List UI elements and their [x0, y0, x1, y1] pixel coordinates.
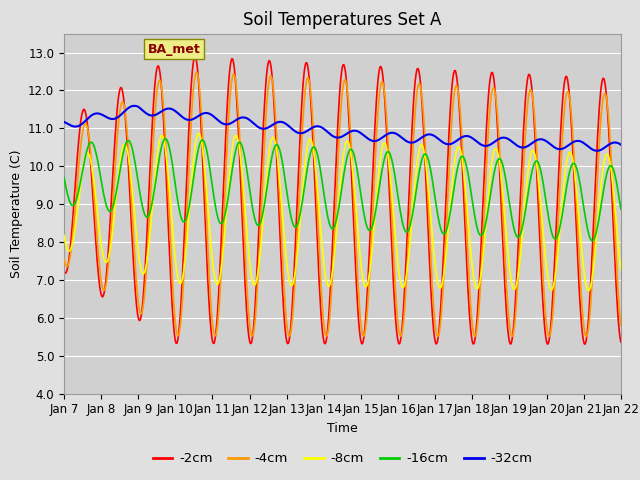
-32cm — [389, 130, 397, 136]
-2cm — [207, 326, 215, 332]
-32cm — [60, 119, 68, 125]
-32cm — [593, 148, 601, 154]
-32cm — [183, 117, 191, 122]
-2cm — [389, 265, 397, 271]
-32cm — [207, 112, 215, 118]
-4cm — [582, 334, 590, 339]
-8cm — [182, 245, 190, 251]
-4cm — [60, 256, 68, 262]
-8cm — [444, 235, 451, 240]
-16cm — [183, 214, 191, 219]
Line: -4cm: -4cm — [64, 72, 621, 336]
-16cm — [617, 206, 625, 212]
-2cm — [60, 268, 68, 274]
-8cm — [617, 267, 625, 273]
-2cm — [580, 341, 588, 347]
-16cm — [588, 238, 596, 243]
-8cm — [566, 150, 574, 156]
-32cm — [335, 135, 342, 141]
Y-axis label: Soil Temperature (C): Soil Temperature (C) — [10, 149, 22, 278]
-16cm — [566, 166, 574, 171]
-8cm — [207, 242, 215, 248]
Line: -8cm: -8cm — [64, 133, 621, 291]
-2cm — [566, 108, 574, 113]
-2cm — [444, 159, 451, 165]
-2cm — [335, 108, 342, 114]
-4cm — [617, 323, 625, 328]
-4cm — [193, 69, 200, 75]
-16cm — [444, 223, 451, 229]
-16cm — [335, 206, 342, 212]
-4cm — [444, 197, 451, 203]
-4cm — [389, 233, 397, 239]
Line: -32cm: -32cm — [64, 106, 621, 151]
Legend: -2cm, -4cm, -8cm, -16cm, -32cm: -2cm, -4cm, -8cm, -16cm, -32cm — [147, 447, 538, 470]
-16cm — [60, 175, 68, 180]
-16cm — [207, 173, 215, 179]
-32cm — [131, 103, 138, 108]
Line: -16cm: -16cm — [64, 139, 621, 240]
-32cm — [617, 142, 625, 147]
-4cm — [335, 146, 342, 152]
-8cm — [335, 204, 342, 209]
Title: Soil Temperatures Set A: Soil Temperatures Set A — [243, 11, 442, 29]
-32cm — [566, 141, 574, 147]
Line: -2cm: -2cm — [64, 57, 621, 344]
Text: BA_met: BA_met — [147, 43, 200, 56]
-8cm — [60, 232, 68, 238]
-2cm — [617, 339, 625, 345]
-2cm — [191, 54, 198, 60]
-8cm — [584, 288, 592, 294]
-16cm — [389, 160, 397, 166]
-4cm — [566, 102, 574, 108]
-4cm — [207, 302, 215, 308]
X-axis label: Time: Time — [327, 422, 358, 435]
-2cm — [182, 186, 190, 192]
-4cm — [182, 224, 190, 230]
-32cm — [444, 141, 451, 147]
-16cm — [161, 136, 169, 142]
-8cm — [389, 201, 397, 206]
-8cm — [195, 131, 202, 136]
